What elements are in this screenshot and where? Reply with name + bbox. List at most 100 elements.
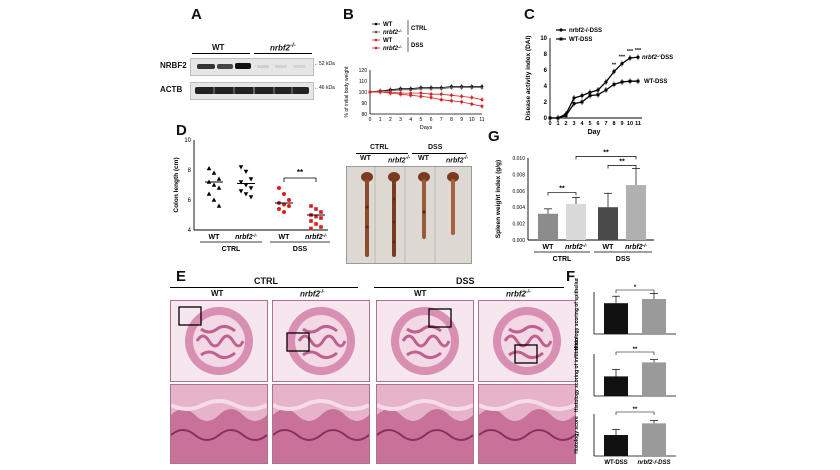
c-point	[596, 93, 600, 97]
photo-dss-line	[412, 153, 466, 154]
g-xlabel: WT	[543, 244, 555, 251]
d-point	[248, 195, 254, 200]
b-point	[470, 96, 474, 99]
c-point	[556, 116, 560, 120]
b-point	[368, 90, 372, 94]
blot-col-ko: nrbf2-/-	[270, 43, 296, 53]
c-x-tick: 2	[564, 121, 567, 127]
d-point	[314, 207, 318, 211]
c-y-tick: 2	[544, 100, 548, 106]
d-point	[287, 204, 291, 208]
d-group-ctrl: CTRL	[222, 246, 241, 253]
c-y-tick: 0	[544, 116, 548, 122]
c-series-line	[550, 80, 638, 119]
c-point	[636, 55, 640, 59]
c-point	[596, 88, 600, 92]
f-bar	[604, 435, 628, 456]
b-x-tick: 11	[479, 117, 484, 123]
f-sig: *	[634, 285, 637, 291]
d-point	[314, 222, 318, 226]
b-point	[449, 86, 453, 89]
b-point	[480, 86, 484, 89]
c-point	[612, 82, 616, 86]
histology-zoomed	[376, 384, 474, 464]
b-point	[480, 98, 484, 102]
c-point	[588, 90, 592, 94]
histology-zoomed-drawing	[479, 399, 575, 463]
c-y-tick: 8	[544, 52, 548, 58]
c-series-line	[550, 56, 639, 119]
c-point	[604, 88, 608, 92]
photo-ctrl-line	[356, 153, 408, 154]
d-ylabel: Colon length (cm)	[173, 157, 180, 212]
f-bar	[642, 362, 666, 396]
blot-nrbf2	[190, 58, 314, 76]
histo-col-wt-2: WT	[414, 289, 427, 298]
panel-c-letter: C	[524, 6, 535, 23]
b-legend-label: nrbf2-/-	[383, 28, 402, 36]
histology-cross-section	[376, 300, 474, 382]
blot-actb	[190, 82, 314, 100]
d-sig-bracket	[283, 177, 317, 182]
histo-col-ko-1: nrbf2-/-	[300, 289, 325, 299]
photo-col-ko-1: nrbf2-/-	[388, 155, 411, 165]
blot-col-wt-line	[192, 53, 250, 54]
c-sig: ***	[635, 48, 642, 54]
b-point	[450, 93, 453, 97]
photo-ctrl-label: CTRL	[370, 144, 389, 151]
c-legend-marker	[559, 28, 563, 32]
histology-zoomed	[478, 384, 576, 464]
chart-b: 80 90 100 110 120 0 1 2 3 4 5 6 7 8 9 10 11 Days % of init…	[344, 20, 485, 131]
c-point	[580, 100, 584, 104]
b-legend-label: WT	[383, 38, 393, 44]
d-point	[243, 169, 249, 174]
g-y-tick: 0.006	[512, 189, 525, 195]
d-point	[216, 185, 222, 190]
histology-zoomed	[272, 384, 370, 464]
d-point	[243, 183, 249, 188]
c-x-tick: 8	[612, 121, 615, 127]
b-legend-marker	[374, 46, 378, 50]
b-point	[429, 87, 433, 90]
chart-g: 0.000 0.002 0.004 0.006 0.008 0.010 Spleen wei…	[495, 149, 654, 263]
b-point	[480, 105, 484, 108]
b-point	[429, 96, 433, 99]
panel-b-letter: B	[343, 6, 354, 23]
chart-d: 4 6 8 10 Colon length (cm) WT nrbf2-/- WT nrbf2-…	[173, 138, 330, 253]
c-x-tick: 10	[627, 121, 633, 127]
b-group-dss: DSS	[411, 43, 423, 49]
histology-cross-section-drawing	[286, 307, 355, 375]
g-group-dss: DSS	[616, 256, 631, 263]
b-x-tick: 8	[450, 117, 453, 123]
b-y-tick: 90	[361, 101, 367, 107]
d-y-tick: 4	[188, 228, 192, 234]
g-y-tick: 0.004	[512, 205, 525, 211]
histology-zoom-box	[286, 332, 310, 352]
b-xlabel: Days	[420, 125, 433, 131]
c-xlabel: Day	[588, 129, 601, 136]
b-x-tick: 3	[399, 117, 402, 123]
b-x-tick: 6	[430, 117, 433, 123]
panel-d-letter: D	[176, 122, 187, 139]
b-point	[378, 90, 382, 94]
blot-label-actb: ACTB	[160, 85, 183, 94]
blot-actb-bands	[195, 87, 309, 94]
d-point	[319, 225, 323, 229]
d-point	[314, 214, 318, 219]
g-xlabel: nrbf2-/-	[565, 243, 587, 251]
d-point	[238, 180, 244, 185]
b-point	[429, 92, 433, 96]
f-sig: **	[633, 407, 638, 413]
blot-col-wt: WT	[212, 43, 225, 52]
c-x-tick: 6	[596, 121, 599, 127]
b-legend-marker	[374, 22, 378, 26]
panel-e-letter: E	[176, 268, 187, 285]
g-sig: **	[603, 149, 609, 156]
d-xlabel: nrbf2-/-	[235, 233, 257, 241]
d-xlabel: nrbf2-/-	[305, 233, 327, 241]
colon-photo	[346, 166, 472, 264]
b-point	[399, 88, 403, 91]
g-group-ctrl: CTRL	[553, 256, 572, 263]
c-point	[588, 94, 592, 98]
b-point	[450, 99, 453, 103]
